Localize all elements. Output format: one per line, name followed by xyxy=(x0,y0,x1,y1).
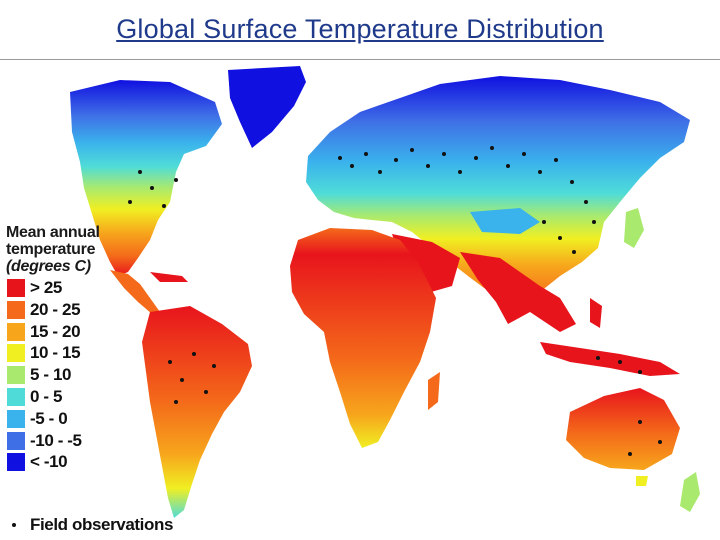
world-temperature-map xyxy=(70,66,700,518)
legend-item: 0 - 5 xyxy=(6,387,206,409)
caribbean xyxy=(150,272,188,282)
south-america xyxy=(142,306,252,518)
legend-label: 10 - 15 xyxy=(30,343,81,363)
temperature-legend: Mean annual temperature (degrees C) > 25… xyxy=(6,224,206,474)
legend-swatch xyxy=(7,431,25,450)
legend-label: < -10 xyxy=(30,452,68,472)
legend-item: > 25 xyxy=(6,278,206,300)
legend-swatch xyxy=(7,300,25,319)
field-observations-legend: Field observations xyxy=(6,515,206,535)
legend-label: > 25 xyxy=(30,278,62,297)
central-america xyxy=(110,270,160,314)
legend-item: < -10 xyxy=(6,452,206,474)
legend-swatch xyxy=(7,409,25,428)
legend-item: 15 - 20 xyxy=(6,322,206,344)
legend-unit: (degrees C) xyxy=(6,258,91,275)
field-observations-label: Field observations xyxy=(30,515,174,534)
field-observation-dots xyxy=(128,146,662,456)
legend-title: Mean annual temperature (degrees C) xyxy=(6,224,206,275)
legend-heading-line-2: temperature xyxy=(6,241,96,258)
legend-item: 20 - 25 xyxy=(6,300,206,322)
greenland xyxy=(228,66,306,148)
indonesia xyxy=(540,342,680,376)
new-zealand xyxy=(680,472,700,512)
tibet xyxy=(470,208,540,234)
legend-label: -10 - -5 xyxy=(30,430,82,450)
legend-swatch xyxy=(7,453,25,472)
title-divider xyxy=(0,59,720,60)
legend-swatch xyxy=(7,366,25,385)
slide-title: Global Surface Temperature Distribution xyxy=(116,14,604,44)
japan xyxy=(624,208,644,248)
north-america xyxy=(70,80,222,276)
legend-swatch xyxy=(7,344,25,363)
australia xyxy=(566,388,680,470)
africa xyxy=(290,228,436,448)
legend-item: 5 - 10 xyxy=(6,365,206,387)
legend-label: 0 - 5 xyxy=(30,386,63,406)
legend-label: 20 - 25 xyxy=(30,299,81,319)
madagascar xyxy=(428,372,440,410)
arabia xyxy=(392,234,460,294)
legend-item: -10 - -5 xyxy=(6,431,206,453)
legend-swatch xyxy=(7,387,25,406)
legend-items: > 25 20 - 25 15 - 20 10 - 15 5 - 10 0 - … xyxy=(6,278,206,474)
observation-dot-icon xyxy=(12,523,16,527)
tasmania xyxy=(636,476,648,486)
legend-heading-line-1: Mean annual xyxy=(6,224,100,241)
legend-item: -5 - 0 xyxy=(6,409,206,431)
legend-swatch xyxy=(7,279,25,297)
legend-label: 5 - 10 xyxy=(30,365,72,385)
legend-swatch xyxy=(7,322,25,341)
legend-item: 10 - 15 xyxy=(6,343,206,365)
legend-label: 15 - 20 xyxy=(30,321,81,341)
philippines xyxy=(590,298,602,328)
eurasia xyxy=(306,76,690,302)
legend-label: -5 - 0 xyxy=(30,408,68,428)
south-asia xyxy=(460,252,576,332)
